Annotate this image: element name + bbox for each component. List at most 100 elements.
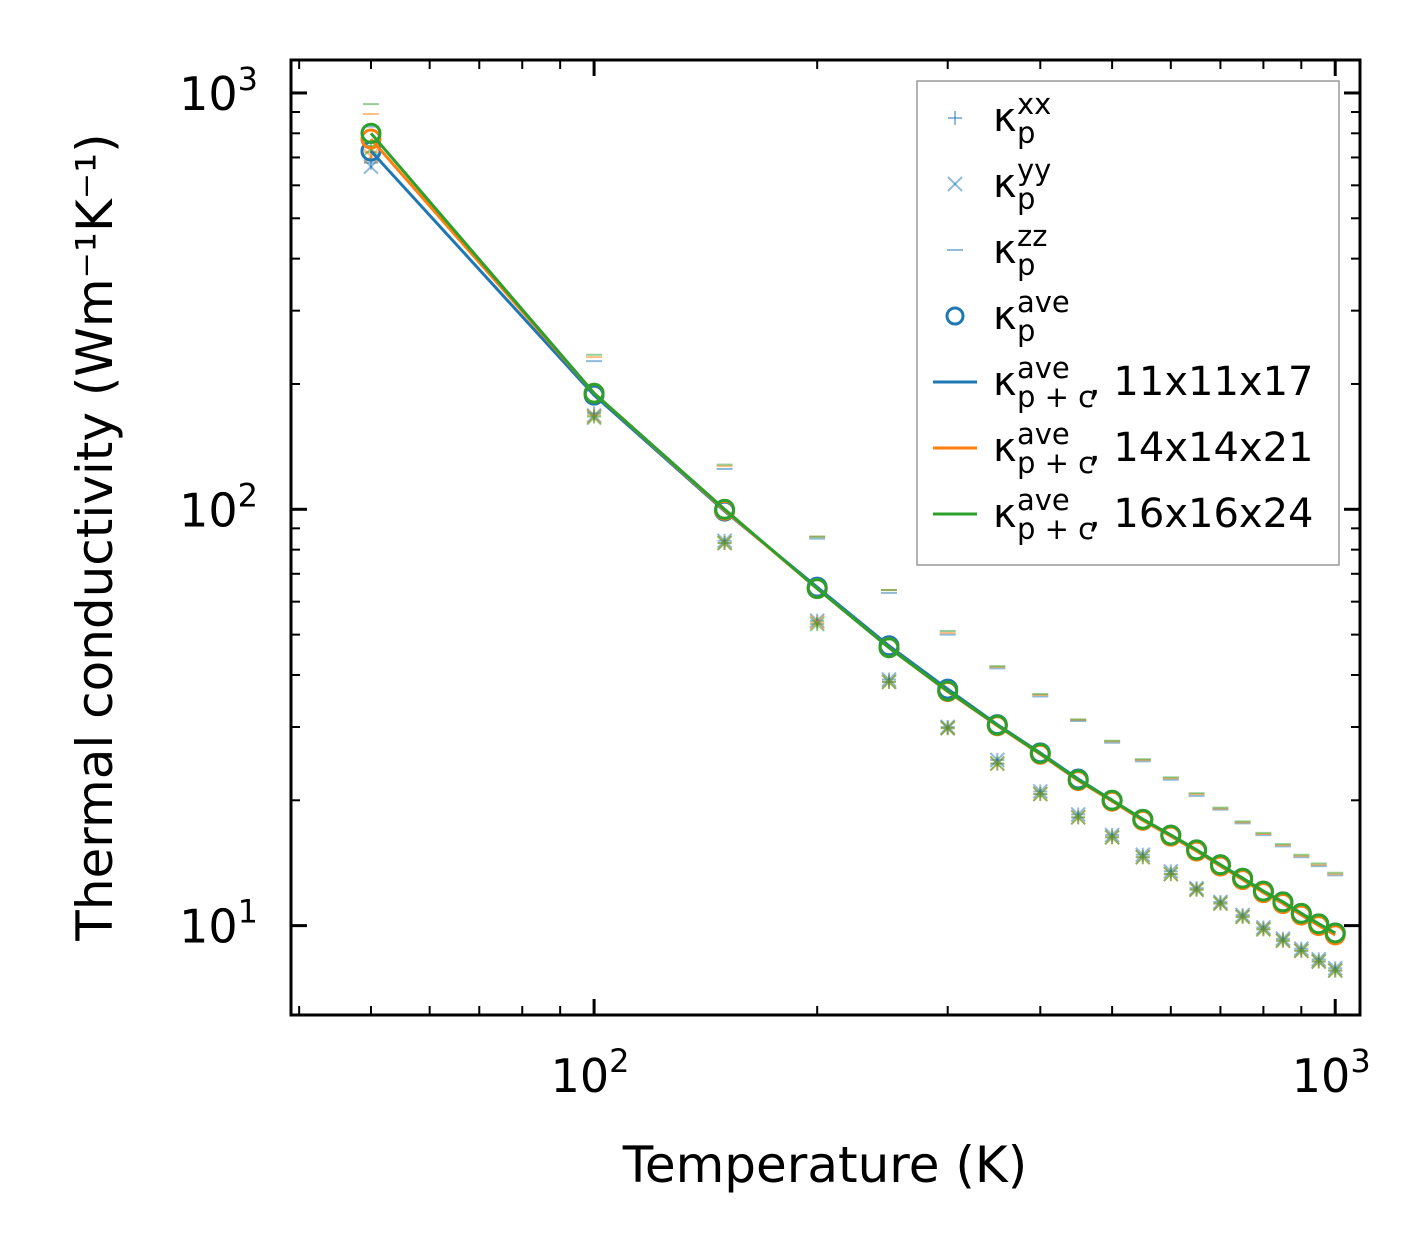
point-kave_16: [1209, 854, 1231, 876]
point-kyy_11: [1163, 863, 1179, 880]
x-stroke-b: [1212, 894, 1229, 910]
x-stroke-b: [1275, 931, 1291, 947]
point-kave_16: [1290, 902, 1312, 924]
point-kave_16: [1324, 922, 1346, 944]
plot-area: [360, 103, 1346, 979]
point-kyy_11: [1032, 783, 1049, 800]
series-kyy_16: [363, 140, 1343, 979]
legend-label: κave p + c, 14x14x21: [993, 417, 1313, 480]
x-tick-label: 103: [1292, 1042, 1371, 1103]
series-kzz_11: [362, 125, 1344, 877]
x-stroke-b: [939, 720, 956, 736]
x-stroke-b: [1163, 866, 1179, 882]
x-stroke-b: [1275, 932, 1291, 949]
point-kave_16: [986, 714, 1008, 736]
legend-marker: [947, 176, 963, 192]
point-kyy_11: [881, 671, 897, 688]
y-axis-title: Thermal conductivity (Wm⁻¹K⁻¹): [66, 133, 124, 941]
series-kave_16: [360, 122, 1346, 944]
series-kyy_11: [363, 159, 1343, 976]
x-stroke-b: [1234, 907, 1251, 923]
point-kave_16: [1067, 769, 1089, 791]
point-kyy_16: [1163, 866, 1179, 882]
point-kyy_16: [1212, 895, 1229, 912]
point-kyy_16: [1311, 953, 1327, 970]
point-kyy_16: [939, 720, 956, 736]
point-kyy_14: [363, 148, 379, 164]
point-kyy_14: [809, 614, 825, 631]
x-stroke-b: [809, 616, 825, 632]
legend-marker: [945, 306, 965, 326]
point-kyy_16: [1275, 932, 1291, 949]
x-stroke-b: [1032, 786, 1049, 802]
legend-marker: [948, 111, 962, 125]
point-kave_16: [806, 578, 828, 600]
legend-label: κave p: [993, 285, 1070, 348]
point-kave_16: [1160, 824, 1182, 846]
x-stroke-b: [1234, 909, 1251, 925]
point-kave_16: [1272, 891, 1294, 913]
legend-label: κxx p: [993, 87, 1051, 150]
point-kave_16: [714, 498, 736, 520]
point-kyy_16: [1070, 809, 1086, 826]
point-kyy_16: [1293, 943, 1310, 959]
point-kave_14: [360, 128, 382, 150]
x-stroke-b: [1293, 943, 1310, 959]
point-kyy_11: [1234, 907, 1251, 923]
point-kyy_11: [1255, 919, 1272, 936]
x-stroke-b: [1104, 829, 1120, 845]
point-kyy_11: [1135, 847, 1151, 863]
point-kyy_11: [989, 752, 1006, 768]
point-kyy_16: [716, 535, 733, 551]
x-stroke-b: [1070, 809, 1086, 826]
point-kyy_11: [809, 613, 825, 629]
series-kzz_16: [362, 103, 1344, 874]
point-kyy_16: [1327, 962, 1343, 979]
x-stroke-b: [363, 148, 379, 164]
x-stroke-b: [1212, 895, 1229, 912]
x-stroke-b: [1188, 880, 1205, 896]
point-kave_16: [1132, 808, 1154, 830]
x-stroke-b: [1104, 827, 1120, 843]
point-kyy_11: [1188, 880, 1205, 896]
point-kyy_11: [716, 533, 733, 549]
line-kave_16: [369, 132, 1336, 935]
point-kyy_16: [1234, 909, 1251, 925]
x-stroke-b: [1135, 849, 1151, 865]
point-kyy_16: [1188, 881, 1205, 898]
point-kyy_11: [1311, 951, 1327, 968]
x-stroke-b: [1311, 951, 1327, 968]
x-stroke-b: [716, 535, 733, 551]
x-stroke-b: [1070, 806, 1086, 823]
point-kyy_11: [1104, 827, 1120, 843]
x-stroke-b: [1293, 941, 1310, 957]
x-stroke-b: [716, 533, 733, 549]
point-kyy_16: [1135, 849, 1151, 865]
tick-labels: 102 103 101 102 103: [179, 60, 1371, 1103]
x-stroke-b: [1327, 960, 1343, 976]
point-kyy_16: [809, 616, 825, 632]
point-kyy_11: [1070, 806, 1086, 823]
legend-box: [916, 80, 1340, 566]
plot-frame: [289, 58, 1362, 1017]
legend-label: κyy p: [993, 153, 1051, 216]
x-stroke-b: [1163, 863, 1179, 880]
point-kyy_16: [1104, 829, 1120, 845]
point-kave_16: [583, 382, 605, 404]
point-kave_16: [1186, 839, 1208, 861]
point-kave_16: [360, 122, 382, 144]
x-stroke-b: [586, 409, 602, 426]
point-kyy_11: [1327, 960, 1343, 976]
point-kyy_16: [1255, 921, 1272, 937]
point-kave_16: [1029, 743, 1051, 765]
x-stroke-b: [1255, 919, 1272, 936]
y-tick-label: 101: [179, 893, 258, 954]
point-kave_16: [1232, 867, 1254, 889]
point-kyy_16: [1032, 786, 1049, 802]
x-stroke-b: [1188, 881, 1205, 898]
x-stroke-b: [881, 674, 897, 690]
x-stroke-b: [1032, 783, 1049, 800]
x-stroke-b: [989, 755, 1006, 772]
